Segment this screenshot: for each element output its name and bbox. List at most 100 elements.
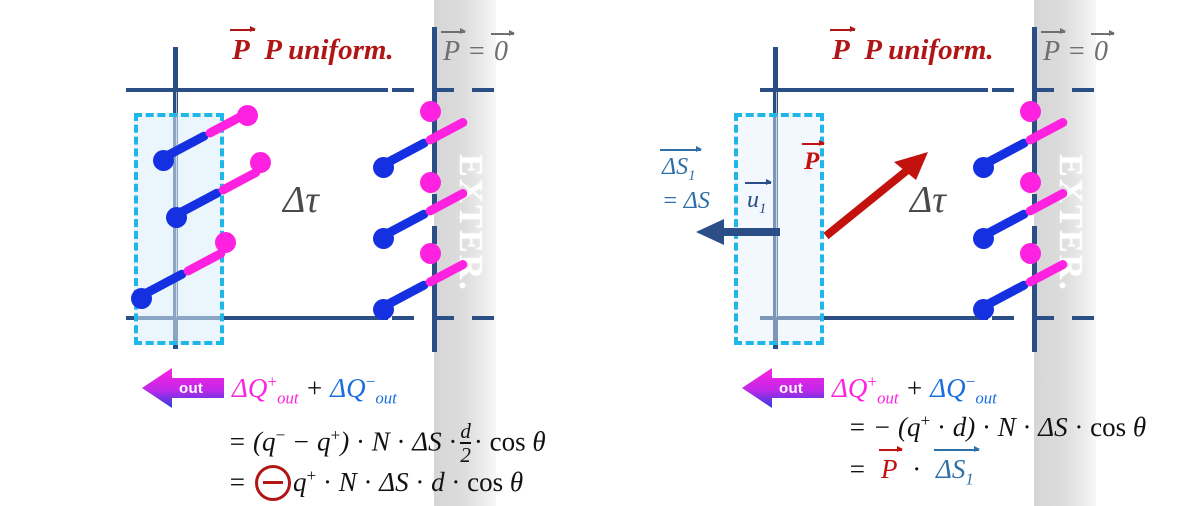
p-uniform-text-right: P uniform. [864, 34, 994, 66]
delta-S1-vector-formula: ΔS1 [933, 445, 980, 489]
p-zero-rhs-right: = 0 [1067, 30, 1116, 67]
bottom-boundary-dashed-left [392, 316, 506, 320]
dot-op: · [396, 426, 406, 457]
out-arrow-right [742, 366, 824, 410]
dot-op: · [451, 467, 461, 497]
formula-line2-right: = − (q+ · d) · N · ΔS · cos θ [848, 411, 1146, 443]
minus-sign: − [872, 412, 892, 442]
p-uniform-vector-right: P [830, 26, 856, 66]
dot-op: · [473, 426, 483, 457]
panel-left: EXTER. [126, 0, 546, 506]
formula-line1-left: ΔQ+out + ΔQ−out [232, 372, 397, 408]
p-zero-label-left: P = 0 [440, 28, 516, 68]
dot-op: · [355, 426, 365, 457]
p-zero-vector-left: P [440, 28, 467, 67]
p-uniform-label-left: P P uniform. [230, 26, 394, 67]
internal-guide-right [776, 92, 777, 317]
dot-op: · [912, 454, 922, 484]
delta-q-out-plus-right: ΔQ+out [832, 372, 899, 408]
plus-sign-right: + [905, 373, 924, 403]
right-face-upper-left [432, 27, 437, 162]
minus-sign: − [291, 426, 311, 457]
right-face-dashed-left [432, 162, 437, 274]
q2-superscript: + [330, 425, 341, 445]
delta-S-sym: ΔS [1038, 412, 1068, 442]
dot-op: · [936, 412, 946, 442]
exterior-slab-left [434, 0, 496, 506]
dot-op: · [1074, 412, 1084, 442]
delta-tau-label-right: Δτ [910, 179, 946, 221]
dot-op: · [415, 467, 425, 497]
delta-q-out-minus-right: ΔQ−out [930, 372, 997, 408]
paren-open: ( [252, 426, 262, 457]
delta-s1-vector-right: ΔS1 [660, 145, 701, 184]
q-superscript: + [306, 466, 317, 485]
delta-S-sym: ΔS [379, 467, 409, 497]
p-uniform-text-left: P uniform. [264, 34, 394, 66]
formula-line3-right: = P · ΔS1 [848, 445, 980, 489]
delta-S-sym: ΔS [412, 426, 442, 457]
top-boundary-solid-left [126, 88, 388, 92]
p-vector-label-right: P [801, 140, 826, 176]
P-vector-formula: P [879, 446, 903, 484]
d-sym: d [952, 412, 967, 442]
q-minus-sym: q [261, 426, 276, 457]
eq-sign: = [848, 412, 867, 442]
left-interior-face-right [773, 47, 778, 349]
bottom-boundary-dashed-right [992, 316, 1106, 320]
exterior-label-left: EXTER. [452, 154, 489, 292]
right-face-dashed-right [1032, 162, 1037, 274]
paren-open: ( [897, 412, 907, 442]
top-boundary-dashed-right [992, 88, 1106, 92]
delta-s1-label-right: ΔS1 = ΔS [660, 145, 710, 215]
delta-q-out-minus-left: ΔQ−out [330, 372, 397, 408]
right-face-upper-right [1032, 27, 1037, 162]
p-zero-label-right: P = 0 [1040, 28, 1116, 68]
q-superscript: + [920, 411, 931, 430]
formula-line1-right: ΔQ+out + ΔQ−out [832, 372, 997, 408]
right-face-lower-right [1032, 274, 1037, 352]
right-face-lower-left [432, 274, 437, 352]
p-zero-vector-right: P [1040, 28, 1067, 67]
paren-close: ) [340, 426, 350, 457]
p-uniform-vector-left: P [230, 26, 256, 66]
delta-q-out-plus-left: ΔQ+out [232, 372, 299, 408]
dot-op: · [1022, 412, 1032, 442]
N-sym: N [338, 467, 357, 497]
theta-sym: θ [1132, 412, 1147, 442]
panel-right: EXTER. ΔS1 = ΔS u1 [600, 0, 1200, 506]
theta-sym: θ [509, 467, 524, 497]
dot-op: · [981, 412, 991, 442]
q-sym: q [292, 467, 307, 497]
delta-tau-label-left: Δτ [283, 179, 319, 221]
cos-fn: cos [1090, 412, 1127, 442]
d-sym: d [431, 467, 445, 497]
theta-sym: θ [532, 426, 546, 457]
paren-close: ) [966, 412, 976, 442]
N-sym: N [997, 412, 1016, 442]
delta-s1-equals-right: = ΔS [662, 188, 710, 215]
polarization-arrow-right [822, 148, 932, 245]
dot-op: · [322, 467, 332, 497]
circled-minus-sign [254, 464, 291, 501]
dot-op: · [363, 467, 373, 497]
exterior-slab-right [1034, 0, 1096, 506]
surface-normal-arrow-right [694, 216, 780, 253]
formula-line2-left: = (q− − q+) · N · ΔS · d 2 · cos θ [228, 419, 546, 468]
p-zero-rhs-left: = 0 [467, 30, 516, 67]
eq-sign: = [228, 467, 247, 497]
bottom-boundary-solid-right [760, 316, 988, 320]
q1-superscript: − [275, 425, 286, 445]
out-arrow-text-right: out [779, 380, 804, 397]
q-sym: q [906, 412, 921, 442]
top-boundary-dashed-left [392, 88, 506, 92]
dot-op: · [448, 426, 458, 457]
p-vector-right: P [801, 140, 826, 175]
cos-fn: cos [467, 467, 504, 497]
u1-label-right: u1 [744, 179, 774, 218]
cos-fn: cos [489, 426, 526, 457]
eq-sign: = [848, 454, 867, 484]
eq-sign: = [228, 426, 247, 457]
